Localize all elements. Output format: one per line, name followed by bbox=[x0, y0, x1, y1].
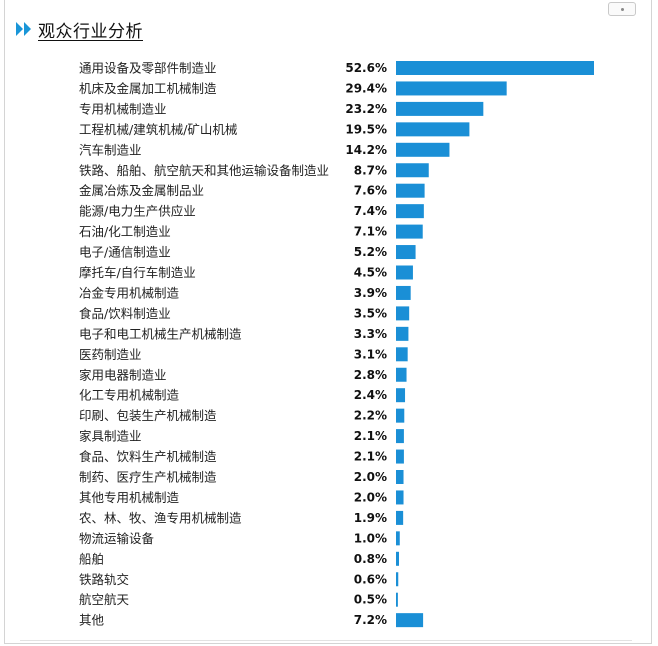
value-label: 2.2% bbox=[354, 409, 387, 423]
bar bbox=[396, 122, 470, 137]
bar bbox=[396, 490, 404, 505]
value-label: 19.5% bbox=[345, 122, 387, 136]
category-label: 家用电器制造业 bbox=[79, 367, 167, 382]
category-label: 船舶 bbox=[79, 551, 104, 566]
value-label: 14.2% bbox=[345, 143, 387, 157]
panel-frame bbox=[4, 0, 652, 644]
category-label: 家具制造业 bbox=[79, 429, 142, 444]
bar bbox=[396, 183, 425, 198]
value-label: 3.1% bbox=[354, 347, 387, 361]
value-label: 52.6% bbox=[345, 61, 387, 75]
bar bbox=[396, 306, 410, 321]
bar bbox=[396, 592, 398, 607]
category-label: 食品/饮料制造业 bbox=[79, 306, 171, 321]
bar bbox=[396, 388, 406, 403]
category-label: 物流运输设备 bbox=[79, 531, 155, 546]
category-label: 航空航天 bbox=[79, 592, 130, 607]
bar bbox=[396, 81, 507, 96]
value-label: 7.2% bbox=[354, 613, 387, 627]
category-label: 冶金专用机械制造 bbox=[79, 285, 180, 300]
bar bbox=[396, 326, 409, 341]
value-label: 2.8% bbox=[354, 368, 387, 382]
category-label: 专用机械制造业 bbox=[79, 101, 167, 116]
bar bbox=[396, 367, 407, 382]
double-chevron-icon bbox=[16, 22, 32, 36]
bar bbox=[396, 429, 404, 444]
category-label: 铁路、船舶、航空航天和其他运输设备制造业 bbox=[79, 163, 329, 178]
value-label: 1.0% bbox=[354, 531, 387, 545]
category-label: 电子和电工机械生产机械制造 bbox=[79, 326, 242, 341]
category-label: 制药、医疗生产机械制造 bbox=[79, 470, 217, 485]
value-label: 23.2% bbox=[345, 102, 387, 116]
value-label: 3.5% bbox=[354, 306, 387, 320]
bar bbox=[396, 285, 411, 300]
category-label: 化工专用机械制造 bbox=[79, 388, 180, 403]
category-label: 农、林、牧、渔专用机械制造 bbox=[79, 510, 242, 525]
category-label: 金属冶炼及金属制品业 bbox=[79, 183, 204, 198]
value-label: 0.5% bbox=[354, 593, 387, 607]
value-label: 2.4% bbox=[354, 388, 387, 402]
bar bbox=[396, 510, 404, 525]
category-label: 摩托车/自行车制造业 bbox=[79, 265, 196, 280]
value-label: 1.9% bbox=[354, 511, 387, 525]
value-label: 29.4% bbox=[345, 81, 387, 95]
category-label: 印刷、包装生产机械制造 bbox=[79, 408, 217, 423]
bar bbox=[396, 470, 404, 484]
section-header: 观众行业分析 bbox=[16, 17, 143, 42]
value-label: 3.3% bbox=[354, 327, 387, 341]
value-label: 7.6% bbox=[354, 184, 387, 198]
value-label: 2.0% bbox=[354, 490, 387, 504]
bar bbox=[396, 142, 450, 157]
category-label: 电子/通信制造业 bbox=[79, 245, 171, 260]
category-label: 其他专用机械制造 bbox=[79, 490, 180, 505]
category-label: 其他 bbox=[79, 613, 105, 628]
bar bbox=[396, 101, 484, 116]
value-label: 4.5% bbox=[354, 266, 387, 280]
bar bbox=[396, 408, 405, 423]
value-label: 0.8% bbox=[354, 552, 387, 566]
panel-corner-button[interactable] bbox=[608, 2, 636, 16]
category-label: 石油/化工制造业 bbox=[79, 224, 171, 239]
category-label: 工程机械/建筑机械/矿山机械 bbox=[79, 122, 238, 137]
bar bbox=[396, 224, 423, 239]
bar bbox=[396, 449, 404, 464]
value-label: 7.4% bbox=[354, 204, 387, 218]
value-label: 0.6% bbox=[354, 572, 387, 586]
bar bbox=[396, 163, 429, 178]
category-label: 铁路轨交 bbox=[79, 572, 129, 587]
category-label: 食品、饮料生产机械制造 bbox=[79, 449, 217, 464]
bottom-divider bbox=[20, 640, 632, 641]
bar bbox=[396, 572, 399, 587]
bar bbox=[396, 204, 424, 219]
bar bbox=[396, 551, 400, 566]
value-label: 5.2% bbox=[354, 245, 387, 259]
bar bbox=[396, 61, 594, 75]
bar bbox=[396, 531, 400, 546]
value-label: 2.0% bbox=[354, 470, 387, 484]
value-label: 8.7% bbox=[354, 163, 387, 177]
value-label: 3.9% bbox=[354, 286, 387, 300]
category-label: 机床及金属加工机械制造 bbox=[79, 81, 217, 96]
value-label: 2.1% bbox=[354, 450, 387, 464]
bar bbox=[396, 265, 413, 280]
value-label: 7.1% bbox=[354, 225, 387, 239]
bar bbox=[396, 245, 416, 260]
section-title: 观众行业分析 bbox=[38, 21, 143, 42]
category-label: 通用设备及零部件制造业 bbox=[79, 61, 217, 76]
category-label: 汽车制造业 bbox=[79, 142, 142, 157]
value-label: 2.1% bbox=[354, 429, 387, 443]
bar bbox=[396, 613, 424, 628]
bar bbox=[396, 347, 408, 362]
category-label: 医药制造业 bbox=[79, 347, 142, 362]
category-label: 能源/电力生产供应业 bbox=[79, 204, 196, 219]
